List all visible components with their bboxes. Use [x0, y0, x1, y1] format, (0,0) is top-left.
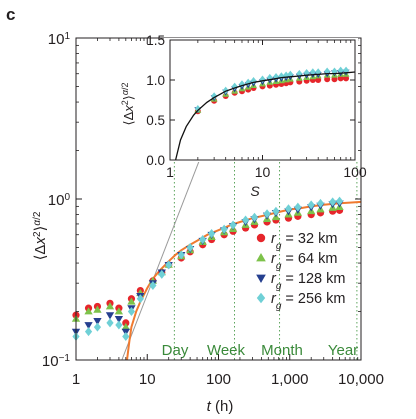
inset-x-tick-label: 10	[255, 164, 271, 180]
main-y-axis-label: ⟨Δx2⟩α/2	[32, 211, 50, 260]
inset-point-red	[315, 77, 322, 83]
inset-plot: 1 10 100 0.0 0.5 1.0 1.5	[146, 33, 367, 180]
y-tick-label: 101	[48, 31, 71, 49]
data-point-cyan	[106, 318, 114, 328]
y-tick-label: 10−1	[42, 353, 71, 371]
data-point-green	[93, 305, 102, 313]
data-point-cyan	[294, 202, 302, 212]
inset-point-red	[331, 76, 338, 83]
x-tick-label: 100	[206, 371, 231, 388]
data-point-cyan	[122, 331, 130, 341]
time-label: Year	[328, 342, 358, 359]
data-point-cyan	[220, 224, 228, 234]
data-point-cyan	[149, 281, 157, 291]
inset-y-tick-label: 0.5	[146, 113, 165, 128]
data-point-green	[121, 322, 130, 331]
inset-x-tick-label: 1	[166, 164, 174, 180]
y-tick-label: 100	[48, 192, 71, 210]
inset-y-tick-label: 1.5	[146, 33, 165, 48]
inset-x-tick-label: 100	[343, 164, 367, 180]
inset-points	[194, 66, 350, 115]
inset-point-cyan	[194, 105, 201, 113]
data-point-cyan	[207, 229, 216, 239]
data-point-cyan	[284, 204, 293, 214]
inset-point-cyan	[309, 68, 316, 76]
inset-axes: 1 10 100 0.0 0.5 1.0 1.5	[146, 33, 367, 180]
data-point-green	[114, 307, 124, 315]
inset-point-red	[324, 76, 331, 83]
time-label: Day	[162, 342, 189, 359]
data-point-blue	[84, 322, 93, 330]
legend-marker-cyan	[256, 292, 266, 304]
data-point-cyan	[186, 242, 194, 252]
data-point-cyan	[250, 212, 259, 222]
time-label: Week	[207, 342, 246, 359]
data-point-cyan	[93, 322, 102, 332]
main-points	[71, 196, 344, 341]
inset-fit-curve	[174, 71, 356, 161]
data-point-cyan	[136, 294, 144, 304]
data-point-cyan	[84, 327, 93, 337]
data-point-green	[127, 297, 136, 305]
data-point-cyan	[127, 307, 136, 317]
data-point-cyan	[158, 269, 166, 279]
x-tick-label: 1	[72, 371, 80, 388]
data-point-cyan	[307, 200, 315, 210]
inset-y-tick-label: 1.0	[146, 73, 165, 88]
data-point-cyan	[335, 196, 344, 206]
data-point-blue	[93, 317, 102, 326]
data-point-green	[84, 307, 93, 315]
inset-point-red	[337, 75, 344, 82]
legend-label: rg = 256 km	[271, 291, 345, 312]
main-x-axis-label: t (h)	[207, 398, 234, 415]
x-tick-label: 1,000	[271, 371, 309, 388]
data-point-cyan	[229, 220, 237, 230]
legend-label: rg = 128 km	[271, 271, 345, 292]
x-tick-label: 10	[139, 371, 156, 388]
data-point-cyan	[316, 198, 325, 208]
data-point-cyan	[165, 260, 173, 270]
inset-y-tick-label: 0.0	[146, 153, 165, 168]
data-point-cyan	[115, 320, 123, 330]
data-point-cyan	[241, 215, 250, 225]
data-point-cyan	[329, 197, 337, 207]
data-point-cyan	[199, 235, 207, 245]
inset-y-axis-label: ⟨Δx2⟩α/2	[120, 82, 136, 125]
legend-marker-blue	[256, 274, 266, 284]
legend-label: rg = 64 km	[271, 251, 337, 272]
main-time-labels: Day Week Month Year	[162, 342, 359, 359]
x-tick-label: 10,000	[338, 371, 384, 388]
inset-point-red	[343, 75, 350, 82]
legend-marker-green	[256, 252, 266, 262]
data-point-cyan	[177, 250, 185, 260]
data-point-cyan	[263, 209, 271, 219]
data-point-cyan	[272, 206, 280, 216]
data-point-blue	[105, 312, 115, 320]
inset-lines	[174, 71, 356, 161]
legend-label: rg = 32 km	[271, 231, 337, 252]
inset-background	[164, 38, 358, 162]
data-point-blue	[114, 316, 124, 324]
panel-letter: c	[6, 5, 15, 24]
legend-marker-red	[256, 233, 266, 243]
inset-x-axis-label: S	[250, 183, 260, 199]
inset-point-cyan	[337, 66, 344, 75]
time-label: Month	[261, 342, 303, 359]
data-point-green	[105, 302, 115, 310]
